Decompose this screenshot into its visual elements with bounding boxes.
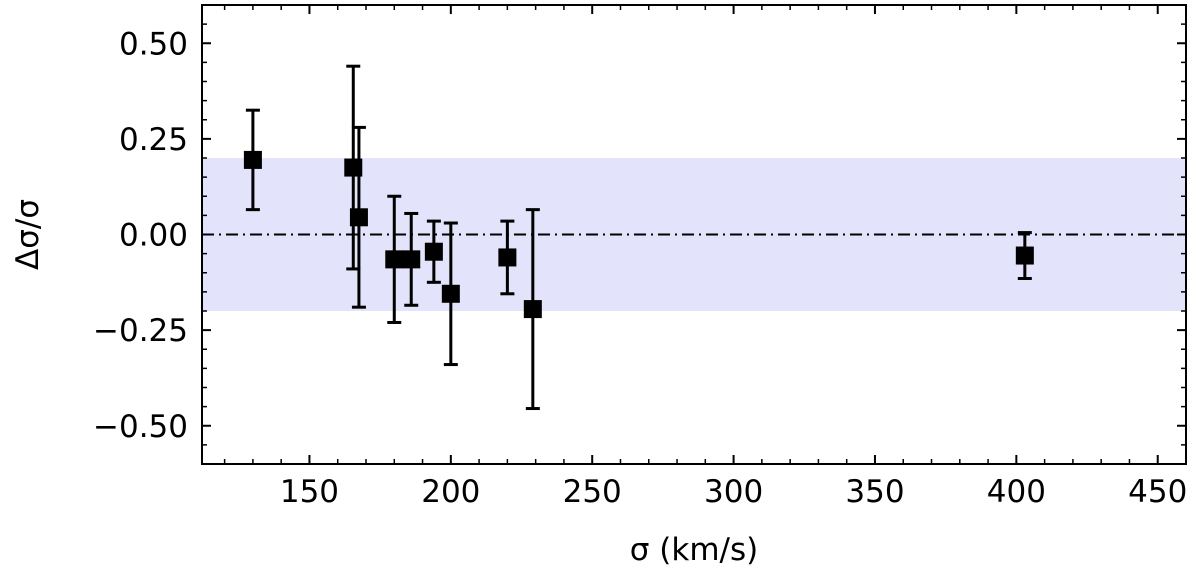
data-point bbox=[523, 300, 542, 319]
plot-frame bbox=[201, 4, 1187, 465]
x-tick-label: 350 bbox=[845, 474, 904, 510]
x-tick-label: 200 bbox=[421, 474, 480, 510]
data-point bbox=[385, 250, 404, 269]
data-point bbox=[1015, 246, 1034, 265]
y-tick-labels: 0.50 0.25 0.00 −0.25 −0.50 bbox=[93, 26, 188, 445]
y-tick-label: 0.00 bbox=[119, 218, 188, 254]
y-tick-label: 0.25 bbox=[119, 122, 188, 158]
x-tick-label: 450 bbox=[1128, 474, 1187, 510]
y-tick-label: 0.50 bbox=[119, 26, 188, 62]
y-tick-label: −0.50 bbox=[93, 409, 188, 445]
x-tick-labels: 150 200 250 300 350 400 450 bbox=[280, 474, 1187, 510]
x-tick-label: 150 bbox=[280, 474, 339, 510]
x-axis-label: σ (km/s) bbox=[630, 532, 758, 568]
y-tick-label: −0.25 bbox=[93, 313, 188, 349]
data-point bbox=[424, 242, 443, 261]
data-point bbox=[344, 158, 363, 177]
data-point bbox=[441, 284, 460, 303]
data-point bbox=[243, 150, 262, 169]
x-tick-label: 250 bbox=[563, 474, 622, 510]
data-point bbox=[402, 250, 421, 269]
y-axis-label: Δσ/σ bbox=[10, 199, 46, 270]
marker-layer bbox=[243, 150, 1034, 319]
data-point bbox=[349, 208, 368, 227]
x-tick-label: 400 bbox=[987, 474, 1046, 510]
x-tick-label: 300 bbox=[704, 474, 763, 510]
data-point bbox=[498, 248, 517, 267]
